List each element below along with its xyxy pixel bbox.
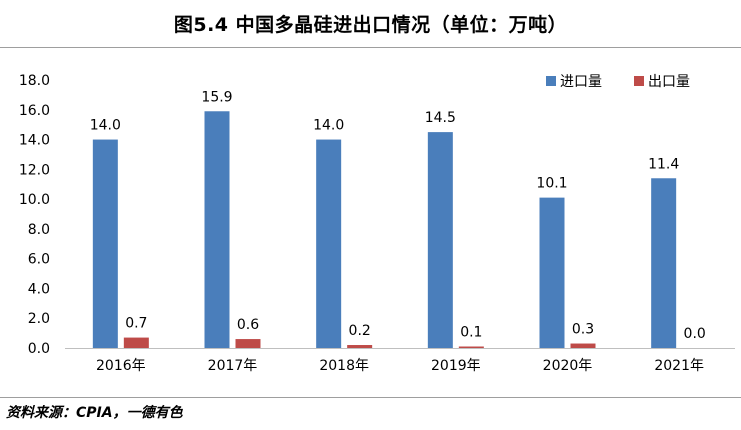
legend-label-import: 进口量 — [560, 74, 602, 90]
import-value-label: 14.0 — [90, 118, 121, 134]
import-bar — [427, 132, 453, 348]
export-bar — [123, 337, 149, 348]
import-value-label: 14.5 — [425, 110, 456, 126]
x-tick-label: 2016年 — [96, 358, 146, 374]
legend-swatch-import — [546, 76, 556, 86]
x-tick-label: 2021年 — [654, 358, 704, 374]
footer-divider — [0, 397, 741, 398]
export-value-label: 0.3 — [572, 322, 594, 338]
y-tick-label: 8.0 — [28, 222, 50, 238]
legend: 进口量 出口量 — [546, 74, 690, 90]
legend-label-export: 出口量 — [648, 74, 690, 90]
export-value-label: 0.2 — [349, 323, 371, 339]
import-bar — [92, 139, 118, 348]
export-bar — [235, 339, 261, 348]
chart-title: 图5.4 中国多晶硅进出口情况（单位：万吨） — [173, 13, 568, 36]
import-bar — [651, 178, 677, 348]
export-bar — [570, 343, 596, 348]
data-labels: 14.0 0.7 15.9 0.6 14.0 0.2 14.5 0.1 10.1 0.3 11.4 0… — [90, 89, 706, 342]
export-bar — [458, 346, 484, 348]
title-divider — [0, 47, 741, 48]
y-tick-label: 6.0 — [28, 252, 50, 268]
y-tick-label: 18.0 — [19, 73, 50, 89]
x-tick-label: 2017年 — [208, 358, 258, 374]
y-tick-label: 12.0 — [19, 162, 50, 178]
y-tick-label: 2.0 — [28, 311, 50, 327]
y-tick-label: 14.0 — [19, 133, 50, 149]
export-value-label: 0.6 — [237, 317, 259, 333]
legend-swatch-export — [634, 76, 644, 86]
export-value-label: 0.0 — [684, 326, 706, 342]
x-tick-label: 2019年 — [431, 358, 481, 374]
import-bar — [204, 111, 230, 348]
export-value-label: 0.7 — [125, 316, 147, 332]
bar-chart: 0.0 2.0 4.0 6.0 8.0 10.0 12.0 14.0 16.0 18.0 14.0… — [19, 73, 735, 374]
import-bar — [539, 197, 565, 348]
export-bar — [347, 345, 373, 348]
export-value-label: 0.1 — [460, 325, 482, 341]
y-tick-label: 16.0 — [19, 103, 50, 119]
import-value-label: 14.0 — [313, 118, 344, 134]
x-tick-label: 2018年 — [319, 358, 369, 374]
bars — [92, 111, 677, 348]
import-value-label: 15.9 — [201, 89, 232, 105]
x-tick-label: 2020年 — [543, 358, 593, 374]
import-value-label: 11.4 — [648, 156, 679, 172]
import-bar — [316, 139, 342, 348]
y-axis-ticks: 0.0 2.0 4.0 6.0 8.0 10.0 12.0 14.0 16.0 18.0 — [19, 73, 50, 357]
source-note: 资料来源：CPIA，一德有色 — [6, 405, 183, 421]
import-value-label: 10.1 — [536, 176, 567, 192]
x-axis-ticks: 2016年 2017年 2018年 2019年 2020年 2021年 — [96, 358, 704, 374]
y-tick-label: 4.0 — [28, 281, 50, 297]
y-tick-label: 10.0 — [19, 192, 50, 208]
y-tick-label: 0.0 — [28, 341, 50, 357]
